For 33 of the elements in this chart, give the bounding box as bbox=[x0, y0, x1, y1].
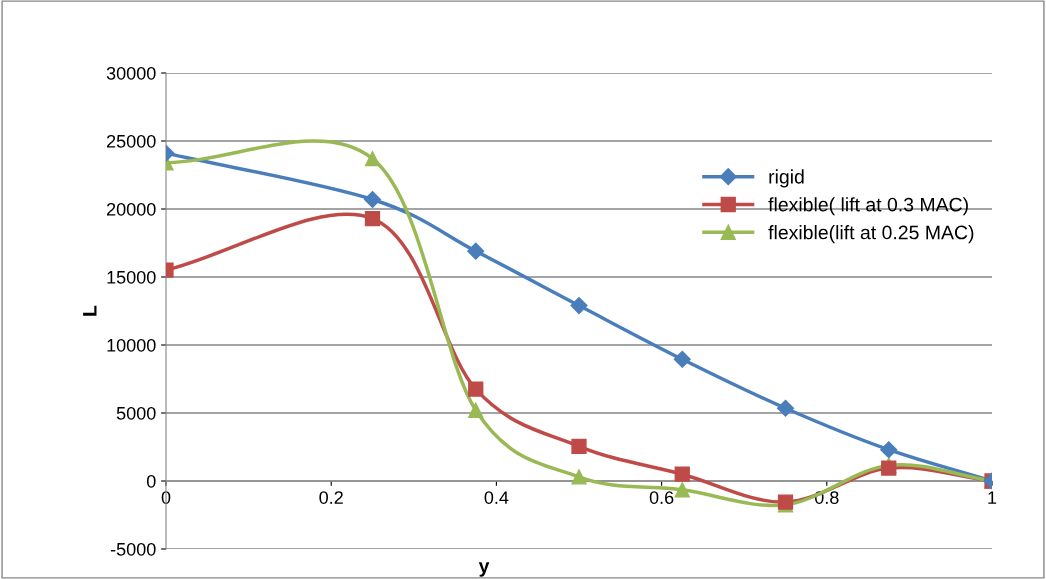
point bbox=[571, 469, 587, 485]
point bbox=[364, 151, 381, 167]
point bbox=[468, 402, 484, 418]
point bbox=[776, 399, 795, 417]
legend-label: flexible(lift at 0.25 MAC) bbox=[768, 225, 974, 244]
x-tick-label: 0.6 bbox=[649, 491, 674, 504]
point bbox=[364, 210, 381, 227]
point bbox=[673, 350, 691, 368]
x-axis-title: y bbox=[478, 562, 490, 577]
y-tick-label: 5000 bbox=[116, 406, 156, 420]
point bbox=[674, 466, 690, 482]
y-tick-label: 25000 bbox=[106, 134, 156, 148]
point bbox=[881, 460, 897, 476]
x-tick-label: 0.2 bbox=[319, 491, 343, 504]
point bbox=[467, 242, 485, 260]
x-tick-label: 0 bbox=[161, 491, 171, 504]
y-tick-label: -5000 bbox=[110, 542, 156, 556]
point bbox=[468, 381, 484, 397]
y-tick-label: 30000 bbox=[106, 66, 156, 80]
y-tick-label: 10000 bbox=[107, 338, 156, 352]
y-tick-label: 15000 bbox=[107, 270, 156, 284]
x-tick-label: 0.4 bbox=[484, 491, 509, 504]
point bbox=[363, 190, 382, 209]
legend-label: flexible( lift at 0.3 MAC) bbox=[768, 197, 968, 216]
y-tick-label: 20000 bbox=[106, 202, 156, 216]
legend-label: rigid bbox=[769, 169, 804, 188]
point bbox=[571, 438, 587, 454]
y-axis-title: L bbox=[83, 305, 97, 316]
point bbox=[880, 441, 898, 459]
x-tick-label: 1 bbox=[988, 491, 997, 504]
y-tick-label: 0 bbox=[146, 474, 156, 488]
point bbox=[674, 482, 690, 498]
point bbox=[570, 297, 588, 315]
